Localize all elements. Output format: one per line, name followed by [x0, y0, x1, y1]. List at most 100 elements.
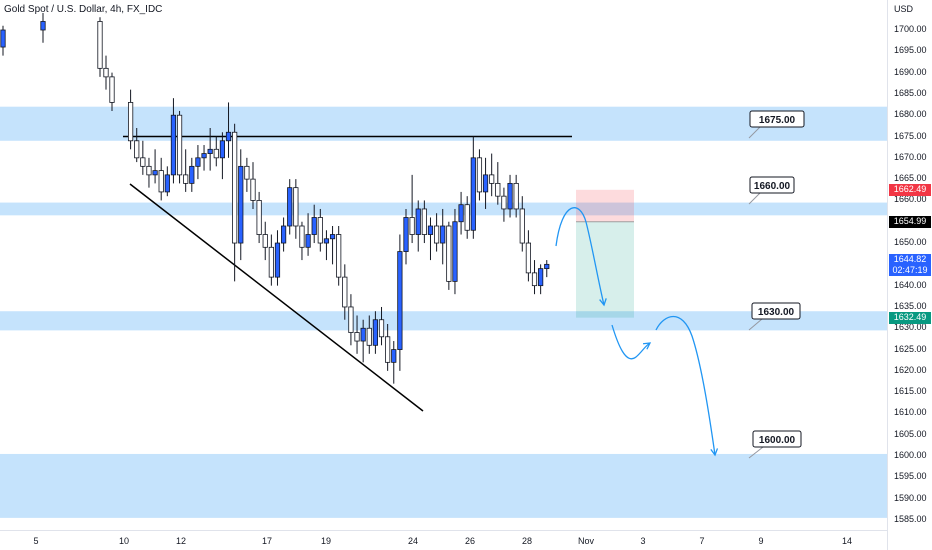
price-tick-label: 1695.00 — [894, 45, 927, 56]
candle — [164, 166, 170, 197]
price-callout-box — [749, 176, 795, 194]
price-axis[interactable]: USD 1700.00 1695.00 1690.00 1685.00 1680.00 1… — [887, 0, 932, 550]
price-tick-label: 1585.00 — [894, 514, 927, 524]
candle — [409, 174, 415, 244]
candle — [464, 196, 470, 239]
candle — [348, 294, 354, 346]
candle — [323, 230, 330, 261]
chart-pane[interactable]: 1675.00 1660.00 1630.00 1600.00 Gold Spot /… — [0, 0, 887, 530]
candle — [531, 260, 538, 295]
candle — [293, 179, 299, 239]
current-price-label: 1644.82 — [893, 254, 927, 265]
price-tick-label: 1630.00 — [894, 322, 927, 333]
candle — [446, 221, 452, 290]
candle — [97, 17, 103, 77]
price-callout-label: 1600.00 — [759, 435, 796, 446]
candle — [366, 315, 372, 354]
stop-loss-price-tag: 1662.49 — [889, 183, 931, 196]
price-axis-currency[interactable]: USD — [894, 4, 914, 14]
candle — [250, 162, 256, 209]
candle — [176, 110, 183, 184]
candle — [519, 196, 525, 252]
callout-pointer — [748, 318, 763, 331]
price-tick-label: 1700.00 — [894, 24, 927, 34]
candle — [415, 200, 421, 252]
candle — [507, 174, 513, 218]
candle — [513, 174, 519, 218]
candle — [452, 208, 458, 295]
take-profit-price-tag: 1632.49 — [889, 311, 931, 324]
candle — [458, 191, 464, 235]
candle — [213, 136, 219, 167]
price-tick-label: 1590.00 — [894, 492, 927, 503]
price-callout-label: 1660.00 — [754, 181, 791, 192]
candle — [336, 226, 342, 286]
candle — [403, 208, 409, 265]
candle — [305, 213, 311, 256]
candle — [40, 12, 46, 43]
price-tick-label: 1670.00 — [894, 151, 927, 162]
support-resistance-zone — [0, 311, 887, 331]
candle — [433, 213, 440, 252]
time-axis[interactable]: 5 10 12 17 19 24 26 28 Nov 3 7 9 14 — [0, 530, 887, 550]
candle — [183, 149, 189, 192]
price-tick-label: 1615.00 — [894, 386, 927, 397]
candle — [525, 230, 532, 282]
candle — [0, 25, 6, 56]
candle — [538, 264, 544, 295]
time-tick-label: 19 — [320, 536, 332, 546]
time-tick-label: 3 — [640, 536, 646, 546]
candle — [544, 260, 550, 278]
candle — [170, 98, 177, 184]
candle — [109, 72, 115, 111]
candle — [329, 226, 336, 265]
time-tick-label: 14 — [841, 536, 853, 546]
candle — [385, 324, 391, 371]
candle — [103, 55, 109, 90]
bar-countdown: 02:47:19 — [892, 265, 928, 276]
candle — [274, 230, 281, 286]
current-price-tag: 1644.82 02:47:19 — [889, 254, 931, 277]
candle — [427, 217, 434, 261]
time-tick-label: Nov — [577, 536, 595, 546]
candle — [189, 157, 195, 192]
candle — [140, 140, 146, 175]
price-callout-label: 1630.00 — [758, 307, 795, 318]
time-tick-label: 17 — [261, 536, 273, 546]
projection-arrow-target — [655, 316, 716, 456]
symbol-title[interactable]: Gold Spot / U.S. Dollar, 4h, FX_IDC — [4, 4, 163, 15]
candle — [219, 132, 225, 180]
candle — [482, 157, 489, 209]
candle — [342, 264, 348, 320]
candle — [152, 149, 158, 184]
candle — [280, 217, 287, 252]
candle — [397, 234, 403, 371]
price-tick-label: 1625.00 — [894, 343, 927, 354]
candle — [268, 234, 274, 286]
candle — [489, 153, 495, 197]
chart-canvas[interactable]: 1675.00 1660.00 1630.00 1600.00 — [0, 0, 887, 530]
candle — [378, 306, 385, 346]
candle — [470, 136, 476, 239]
price-tick-label: 1595.00 — [894, 471, 927, 482]
candle — [225, 102, 232, 158]
price-callout-box — [751, 302, 801, 320]
stop-loss-zone — [576, 189, 634, 222]
time-tick-label: 26 — [464, 536, 476, 546]
candle — [232, 123, 238, 282]
projection-arrow-bounce — [611, 324, 651, 360]
candle — [287, 179, 293, 235]
candle — [354, 315, 360, 354]
price-callout-label: 1675.00 — [759, 115, 796, 126]
projection-arrowhead — [710, 448, 719, 457]
price-tick-label: 1680.00 — [894, 109, 927, 120]
candle — [146, 157, 152, 188]
candle — [311, 204, 317, 244]
price-callout-box — [752, 430, 802, 448]
price-tick-label: 1665.00 — [894, 173, 927, 184]
candle — [476, 149, 483, 201]
candle — [262, 221, 268, 261]
price-tick-label: 1650.00 — [894, 237, 927, 248]
candle — [201, 145, 207, 171]
projection-arrowhead — [642, 342, 652, 350]
